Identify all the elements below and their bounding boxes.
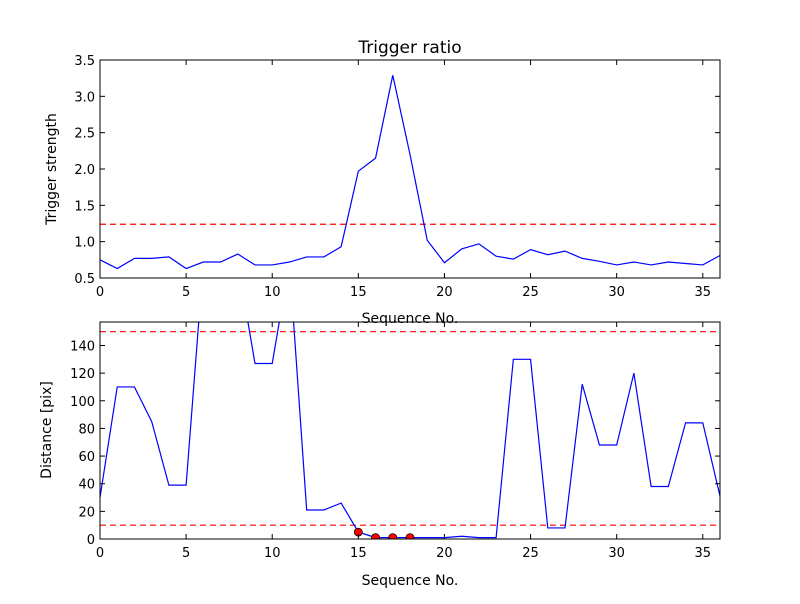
- x-axis-ticks: 0 5 10 15 20 25 30 35: [96, 60, 711, 300]
- y-tick-label: 0.5: [74, 272, 95, 287]
- x-tick-label: 25: [522, 285, 539, 300]
- y-tick-label: 120: [70, 367, 95, 382]
- trigger-ratio-chart: Trigger ratio 0 5 10 15 20 25 30 35 0.5 1.0 1.5 2.…: [44, 38, 721, 327]
- y-tick-label: 140: [70, 339, 95, 354]
- x-axis-ticks: 0 5 10 15 20 25 30 35: [96, 322, 711, 561]
- series-line: [100, 75, 720, 270]
- y-tick-label: 3.5: [74, 54, 95, 69]
- y-tick-label: 1.0: [74, 236, 95, 251]
- x-axis-label: Sequence No.: [362, 311, 459, 327]
- data-point-marker: [405, 533, 415, 539]
- y-tick-label: 60: [78, 450, 95, 465]
- x-tick-label: 5: [182, 546, 190, 561]
- x-tick-label: 30: [608, 285, 625, 300]
- plot-area: [100, 322, 720, 539]
- y-tick-label: 40: [78, 478, 95, 493]
- x-tick-label: 25: [522, 546, 539, 561]
- y-tick-label: 1.5: [74, 199, 95, 214]
- series-line: [100, 322, 720, 539]
- y-tick-label: 0: [87, 533, 95, 548]
- data-point-marker: [388, 533, 398, 539]
- x-tick-label: 10: [264, 546, 281, 561]
- y-tick-label: 2.0: [74, 163, 95, 178]
- axes-frame: [99, 321, 721, 540]
- x-tick-label: 20: [436, 285, 453, 300]
- y-tick-label: 20: [78, 505, 95, 520]
- plot-area: [100, 75, 720, 270]
- x-tick-label: 20: [436, 546, 453, 561]
- x-tick-label: 35: [695, 546, 712, 561]
- x-tick-label: 15: [350, 546, 367, 561]
- y-tick-label: 80: [78, 422, 95, 437]
- x-tick-label: 15: [350, 285, 367, 300]
- y-tick-label: 2.5: [74, 127, 95, 142]
- x-tick-label: 10: [264, 285, 281, 300]
- y-axis-label: Trigger strength: [44, 113, 60, 226]
- y-axis-ticks: 0 20 40 60 80 100 120 140: [70, 339, 720, 548]
- x-tick-label: 0: [96, 546, 104, 561]
- x-axis-label: Sequence No.: [362, 573, 459, 589]
- data-point-marker: [371, 533, 380, 539]
- y-axis-label: Distance [pix]: [39, 381, 55, 479]
- x-tick-label: 35: [695, 285, 712, 300]
- distance-chart: 0 5 10 15 20 25 30 35 0 20 40 60 80 100 120 140 Sequen…: [39, 321, 721, 589]
- y-tick-label: 3.0: [74, 90, 95, 105]
- x-tick-label: 30: [608, 546, 625, 561]
- y-axis-ticks: 0.5 1.0 1.5 2.0 2.5 3.0 3.5: [74, 54, 720, 287]
- y-tick-label: 100: [70, 395, 95, 410]
- axes-frame: [99, 59, 721, 279]
- x-tick-label: 5: [182, 285, 190, 300]
- x-tick-label: 0: [96, 285, 104, 300]
- chart-title: Trigger ratio: [357, 38, 461, 58]
